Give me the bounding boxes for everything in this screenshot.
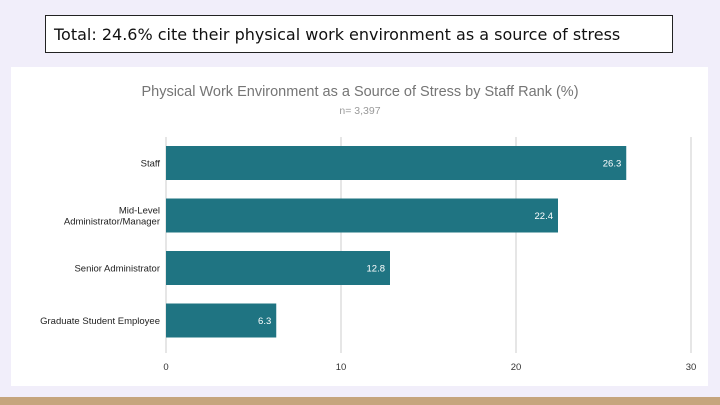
- bar-value-label: 6.3: [258, 316, 271, 327]
- bar-value-label: 26.3: [603, 159, 622, 170]
- footer-bar: [0, 397, 720, 405]
- category-label: Staff: [141, 159, 161, 170]
- x-tick-label: 0: [163, 362, 168, 373]
- category-label: Administrator/Manager: [64, 217, 160, 228]
- category-label: Mid-Level: [119, 206, 160, 217]
- x-tick-label: 30: [686, 362, 697, 373]
- bars: 26.3 22.4 12.8 6.3: [166, 146, 627, 338]
- bar: [166, 303, 277, 338]
- x-tick-label: 10: [336, 362, 347, 373]
- bar: [166, 251, 390, 285]
- chart-subtitle: n= 3,397: [339, 105, 380, 117]
- bar: [166, 146, 627, 180]
- category-label: Senior Administrator: [74, 264, 160, 275]
- bar-value-label: 12.8: [367, 264, 386, 275]
- x-tick-label: 20: [511, 362, 522, 373]
- bar-value-label: 22.4: [535, 211, 554, 222]
- headline-box: Total: 24.6% cite their physical work en…: [45, 15, 673, 53]
- category-label: Graduate Student Employee: [40, 316, 160, 327]
- chart-card: Physical Work Environment as a Source of…: [11, 67, 708, 386]
- chart-title: Physical Work Environment as a Source of…: [141, 84, 578, 100]
- bar: [166, 198, 558, 233]
- bar-chart: Physical Work Environment as a Source of…: [40, 84, 696, 373]
- headline-text: Total: 24.6% cite their physical work en…: [54, 24, 621, 44]
- x-axis-ticks: 0 10 20 30: [163, 362, 696, 373]
